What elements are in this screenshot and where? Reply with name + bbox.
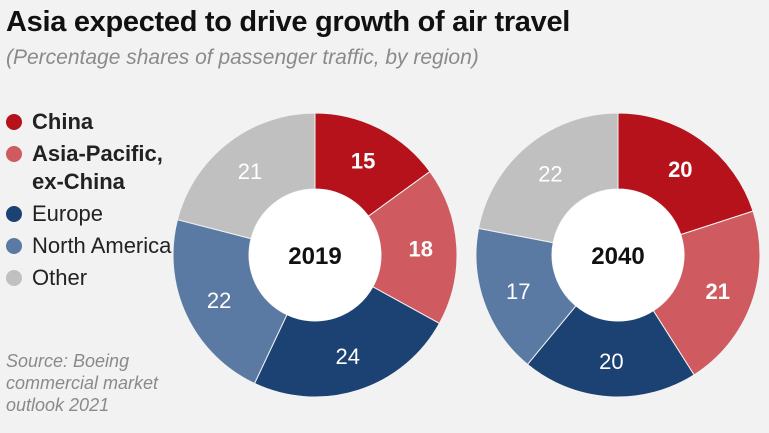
legend-swatch-china — [6, 114, 22, 130]
slice-label-europe-2040: 20 — [599, 349, 623, 374]
legend-item-europe: Europe — [6, 200, 191, 228]
legend-item-north-america: North America — [6, 232, 191, 260]
source-note: Source: Boeing commercial market outlook… — [6, 351, 159, 415]
slice-label-other-2019: 21 — [238, 159, 262, 184]
legend-label-china: China — [32, 109, 94, 134]
legend-item-other: Other — [6, 264, 191, 292]
legend-label-other: Other — [32, 265, 88, 290]
slice-label-other-2040: 22 — [538, 161, 562, 186]
chart-subtitle: (Percentage shares of passenger traffic,… — [6, 46, 479, 69]
slice-label-europe-2019: 24 — [336, 344, 360, 369]
slice-label-north-america-2040: 17 — [506, 279, 530, 304]
legend-item-asia-pacific: Asia-Pacific, ex-China — [6, 140, 191, 196]
legend-item-china: China — [6, 108, 191, 136]
legend-swatch-asia-pacific — [6, 146, 22, 162]
legend: China Asia-Pacific, ex-China Europe Nort… — [6, 108, 191, 296]
slice-label-asia-pacific-2040: 21 — [705, 279, 729, 304]
slice-label-asia-pacific-2019: 18 — [409, 236, 433, 261]
donut-chart-2019: 15 18 24 22 21 2019 — [172, 112, 458, 398]
donut-hole — [249, 189, 381, 321]
center-label-2019: 2019 — [288, 243, 341, 270]
legend-swatch-other — [6, 270, 22, 286]
chart-title: Asia expected to drive growth of air tra… — [6, 6, 571, 38]
legend-label-asia-pacific: Asia-Pacific, ex-China — [32, 141, 163, 194]
slice-label-north-america-2019: 22 — [207, 288, 231, 313]
slice-label-china-2019: 15 — [351, 149, 375, 174]
legend-swatch-europe — [6, 206, 22, 222]
center-label-2040: 2040 — [591, 243, 644, 270]
legend-label-north-america: North America — [32, 233, 172, 258]
slice-label-china-2040: 20 — [668, 157, 692, 182]
legend-label-europe: Europe — [32, 201, 103, 226]
legend-swatch-north-america — [6, 238, 22, 254]
donut-chart-2040: 20 21 20 17 22 2040 — [475, 112, 761, 398]
donut-hole — [552, 189, 684, 321]
